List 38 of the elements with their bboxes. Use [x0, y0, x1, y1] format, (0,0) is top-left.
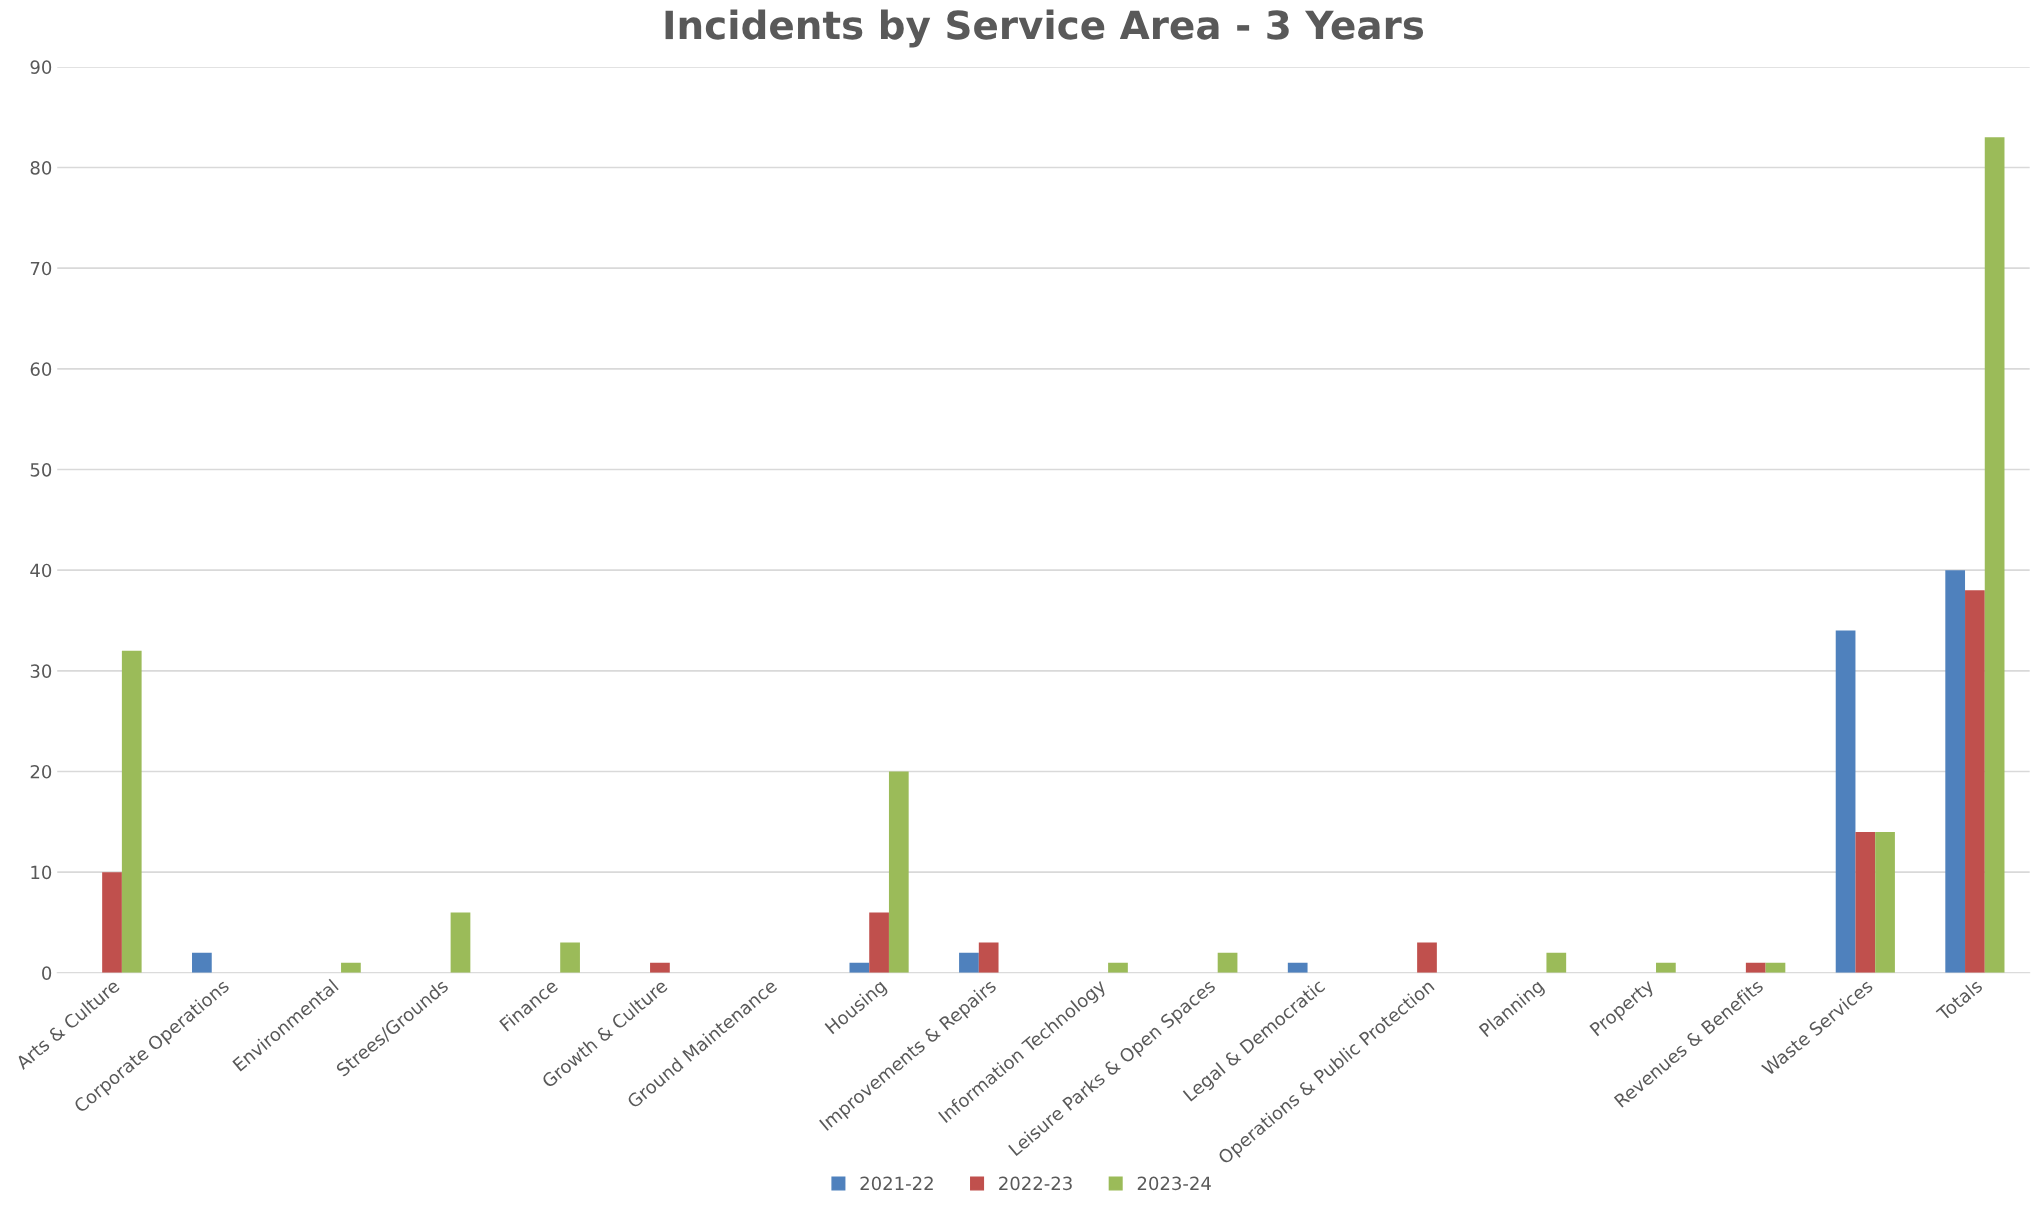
y-tick-label: 10 — [31, 865, 52, 880]
bar — [1217, 952, 1238, 973]
y-tick-label: 40 — [30, 563, 52, 578]
bar — [959, 952, 979, 973]
legend-label: 2022-23 — [999, 1176, 1072, 1191]
bar — [978, 942, 999, 973]
bar — [341, 962, 361, 973]
bar — [1287, 962, 1308, 973]
y-tick-label: 60 — [30, 362, 52, 376]
y-tick-label: 0 — [42, 966, 52, 980]
bar — [1945, 570, 1966, 973]
bar — [560, 942, 580, 973]
bar — [1965, 590, 1985, 973]
bar — [650, 962, 670, 973]
y-tick-label: 20 — [30, 764, 52, 779]
chart-title: Incidents by Service Area - 3 Years — [665, 9, 1424, 48]
bar — [450, 912, 471, 973]
legend-label: 2021-22 — [860, 1176, 933, 1191]
bar — [888, 771, 909, 973]
bar — [102, 872, 122, 973]
bar — [1546, 952, 1567, 973]
bar — [869, 912, 889, 973]
y-tick-label: 80 — [30, 161, 52, 175]
y-tick-label: 70 — [30, 261, 52, 276]
bar — [1875, 831, 1895, 973]
bar — [192, 952, 212, 973]
bar — [1108, 962, 1128, 973]
bar — [1656, 962, 1676, 973]
y-tick-label: 90 — [30, 60, 52, 74]
bar — [1745, 962, 1766, 973]
legend-label: 2023-24 — [1137, 1176, 1211, 1191]
bar — [1835, 630, 1856, 973]
bar — [1984, 137, 2005, 973]
bar — [1417, 942, 1437, 973]
y-tick-label: 50 — [30, 462, 52, 477]
bar — [121, 650, 142, 973]
y-tick-label: 30 — [30, 664, 52, 678]
bar — [1855, 831, 1876, 973]
